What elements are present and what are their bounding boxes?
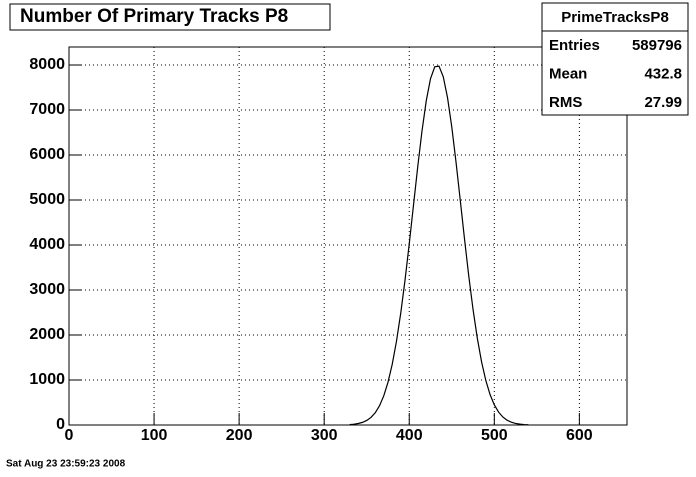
y-tick-label: 8000 [29, 56, 65, 73]
x-tick-label: 600 [566, 427, 593, 444]
title-box [9, 3, 331, 31]
chart-title: Number Of Primary Tracks P8 [20, 6, 288, 27]
y-tick-label: 5000 [29, 191, 65, 208]
data-line [349, 65, 529, 426]
stats-box [541, 2, 689, 116]
stats-label: RMS [549, 94, 582, 111]
x-tick-label: 200 [226, 427, 253, 444]
x-tick-label: 400 [396, 427, 423, 444]
y-tick-label: 0 [56, 416, 65, 433]
stats-value: 589796 [632, 37, 682, 54]
y-tick-label: 7000 [29, 101, 65, 118]
y-tick-label: 6000 [29, 146, 65, 163]
stats-value: 27.99 [644, 94, 682, 111]
stats-title: PrimeTracksP8 [561, 9, 669, 26]
footer: Sat Aug 23 23:59:23 2008 [6, 459, 126, 470]
stats-label: Entries [549, 37, 600, 54]
x-tick-label: 300 [311, 427, 338, 444]
y-tick-label: 2000 [29, 326, 65, 343]
stats-label: Mean [549, 65, 587, 82]
y-tick-label: 4000 [29, 236, 65, 253]
x-tick-label: 500 [481, 427, 508, 444]
y-tick-label: 3000 [29, 281, 65, 298]
y-tick-label: 1000 [29, 371, 65, 388]
x-tick-label: 0 [65, 427, 74, 444]
stats-value: 432.8 [644, 65, 682, 82]
x-tick-label: 100 [141, 427, 168, 444]
